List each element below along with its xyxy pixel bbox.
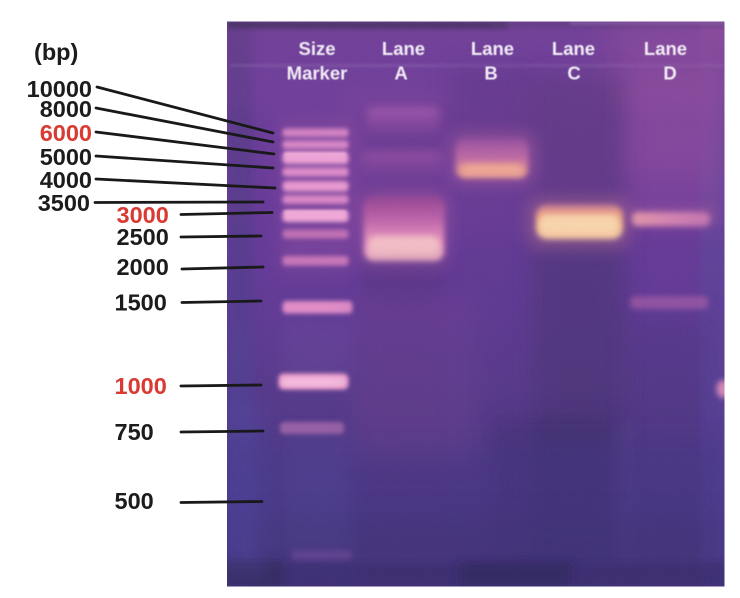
svg-text:Marker: Marker xyxy=(287,63,348,84)
svg-text:1000: 1000 xyxy=(115,373,167,399)
svg-text:2500: 2500 xyxy=(117,224,169,250)
svg-text:Lane: Lane xyxy=(471,38,514,59)
svg-text:6000: 6000 xyxy=(40,120,92,146)
svg-text:3500: 3500 xyxy=(38,190,90,216)
svg-text:(bp): (bp) xyxy=(34,39,78,65)
svg-text:C: C xyxy=(567,63,580,84)
svg-text:500: 500 xyxy=(115,488,154,514)
svg-text:Lane: Lane xyxy=(552,38,595,59)
svg-text:Size: Size xyxy=(298,38,335,59)
svg-text:1500: 1500 xyxy=(115,290,167,316)
svg-text:D: D xyxy=(663,63,676,84)
svg-text:5000: 5000 xyxy=(40,144,92,170)
svg-text:4000: 4000 xyxy=(40,167,92,193)
svg-text:B: B xyxy=(484,63,497,84)
svg-text:8000: 8000 xyxy=(40,96,92,122)
svg-text:2000: 2000 xyxy=(117,254,169,280)
svg-text:A: A xyxy=(394,63,407,84)
svg-text:Lane: Lane xyxy=(644,38,687,59)
svg-text:Lane: Lane xyxy=(382,38,425,59)
svg-text:3000: 3000 xyxy=(117,202,169,228)
svg-text:10000: 10000 xyxy=(27,76,92,102)
svg-text:750: 750 xyxy=(115,419,154,445)
